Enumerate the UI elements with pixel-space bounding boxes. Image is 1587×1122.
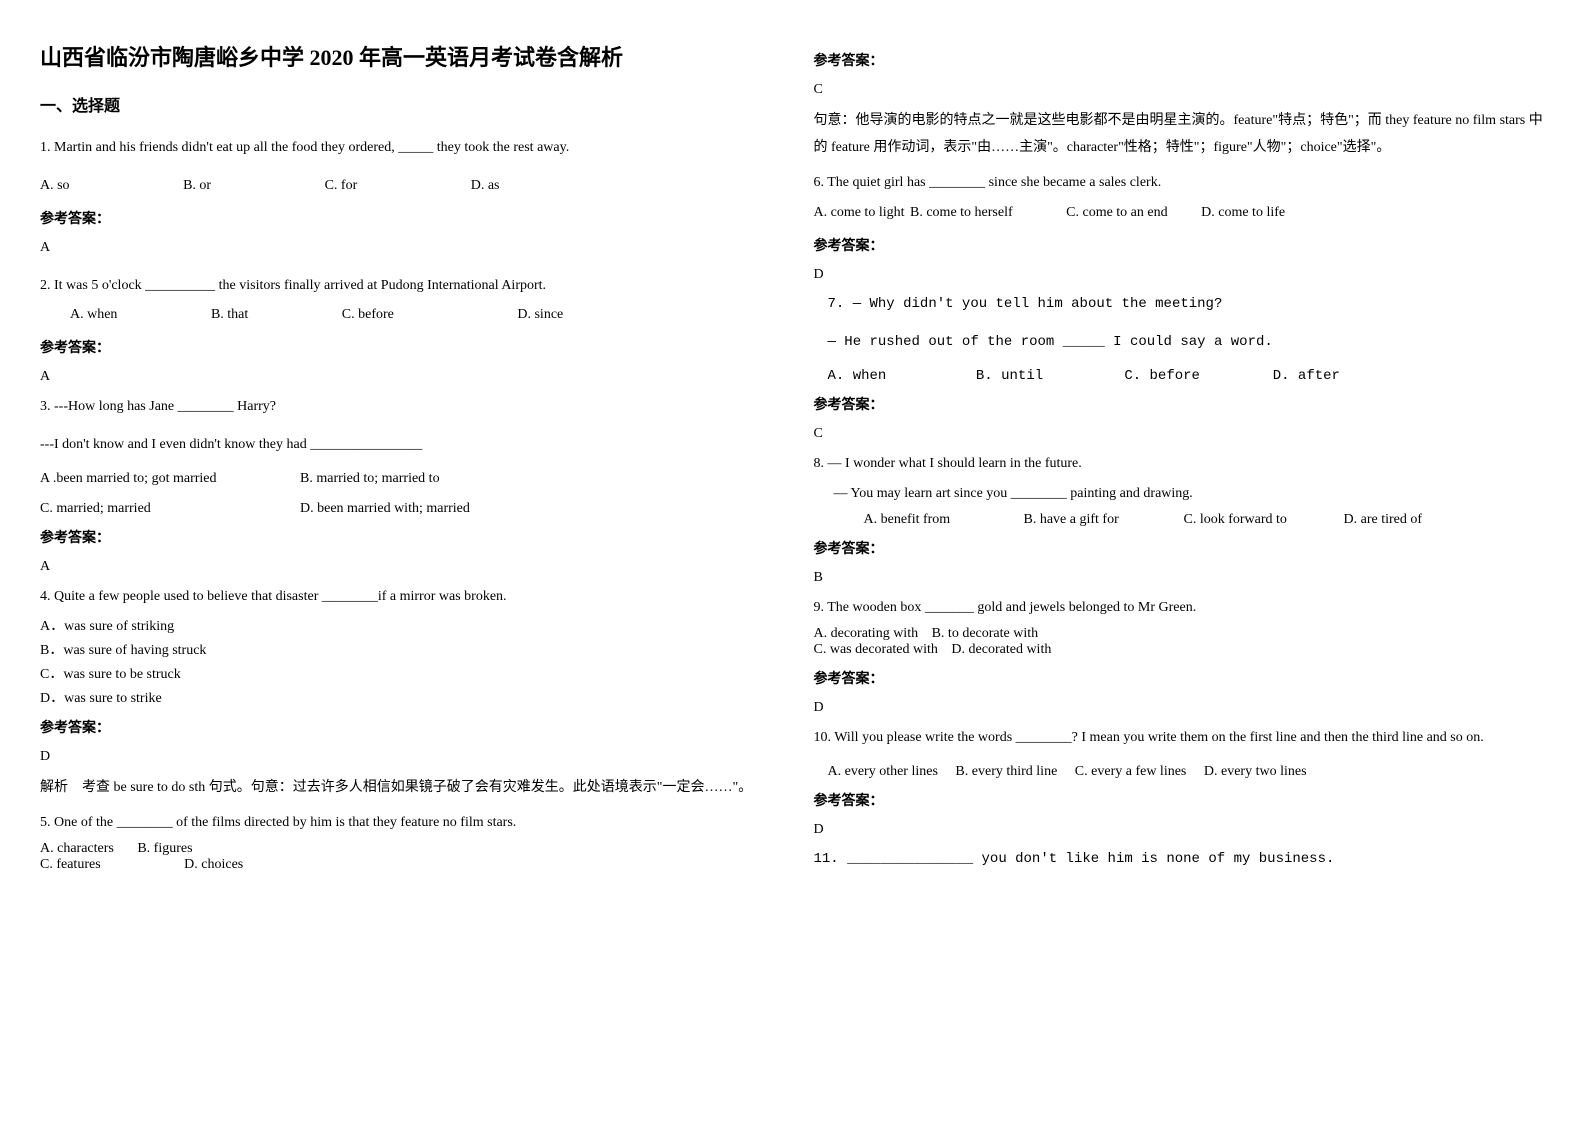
q7-text: 7. — Why didn't you tell him about the m… (828, 293, 1548, 317)
answer-label: 参考答案： (40, 717, 774, 737)
q5-optD: D. choices (184, 857, 243, 872)
q10-optD: D. every two lines (1204, 764, 1307, 779)
q6-optD: D. come to life (1201, 205, 1285, 220)
q6-optB: B. come to herself (910, 205, 1013, 220)
q10-optB: B. every third line (955, 764, 1057, 779)
q9-text: 9. The wooden box _______ gold and jewel… (814, 596, 1548, 620)
q3-answer: A (40, 559, 774, 575)
q6-optC: C. come to an end (1066, 205, 1167, 220)
q7-options: A. when B. until C. before D. after (828, 368, 1548, 384)
q1-optB: B. or (183, 174, 211, 198)
q4-optC: C．was sure to be struck (40, 663, 774, 683)
q7-optB: B. until (976, 368, 1116, 384)
q5-answer: C (814, 82, 1548, 98)
q10-options: A. every other lines B. every third line… (828, 764, 1548, 780)
q4-optA: A．was sure of striking (40, 615, 774, 635)
answer-label: 参考答案： (40, 208, 774, 228)
q5-options-row2: C. features D. choices (40, 857, 774, 873)
q5-explanation: 句意：他导演的电影的特点之一就是这些电影都不是由明星主演的。feature"特点… (814, 108, 1548, 161)
q8-answer: B (814, 570, 1548, 586)
q5-optB: B. figures (137, 841, 192, 856)
q1-answer: A (40, 240, 774, 256)
q8-text2: — You may learn art since you ________ p… (834, 482, 1548, 506)
q7-answer: C (814, 426, 1548, 442)
exam-title: 山西省临汾市陶唐峪乡中学 2020 年高一英语月考试卷含解析 (40, 40, 774, 72)
q10-optA: A. every other lines (828, 764, 938, 779)
q4-explanation: 解析 考查 be sure to do sth 句式。句意：过去许多人相信如果镜… (40, 775, 774, 802)
q9-options-row1: A. decorating with B. to decorate with (814, 626, 1548, 642)
q5-optA: A. characters (40, 841, 114, 856)
answer-label: 参考答案： (814, 235, 1548, 255)
q1-optC: C. for (325, 174, 358, 198)
q8-optC: C. look forward to (1184, 512, 1314, 528)
q4-answer: D (40, 749, 774, 765)
q3-optD: D. been married with; married (300, 501, 500, 517)
q2-optC: C. before (342, 307, 394, 322)
q1-optD: D. as (471, 174, 500, 198)
q3-optC: C. married; married (40, 501, 240, 517)
q8-text: 8. — I wonder what I should learn in the… (814, 452, 1548, 476)
q7-optA: A. when (828, 368, 968, 384)
q11-text: 11. _______________ you don't like him i… (814, 848, 1548, 872)
q4-text: 4. Quite a few people used to believe th… (40, 585, 774, 609)
q9-optC: C. was decorated with (814, 642, 938, 657)
q3-optA: A .been married to; got married (40, 471, 240, 487)
q9-optA: A. decorating with (814, 626, 919, 641)
q4-options: A．was sure of striking B．was sure of hav… (40, 615, 774, 707)
q5-text: 5. One of the ________ of the films dire… (40, 811, 774, 835)
q6-options: A. come to light B. come to herself C. c… (814, 201, 1548, 225)
answer-label: 参考答案： (40, 527, 774, 547)
right-column: 参考答案： C 句意：他导演的电影的特点之一就是这些电影都不是由明星主演的。fe… (814, 40, 1548, 877)
answer-label: 参考答案： (814, 790, 1548, 810)
q2-options: A. when B. that C. before D. since (40, 303, 774, 327)
q7-optC: C. before (1124, 368, 1264, 384)
q10-optC: C. every a few lines (1075, 764, 1187, 779)
q1-text: 1. Martin and his friends didn't eat up … (40, 136, 774, 160)
left-column: 山西省临汾市陶唐峪乡中学 2020 年高一英语月考试卷含解析 一、选择题 1. … (40, 40, 774, 877)
q3-optB: B. married to; married to (300, 471, 500, 487)
answer-label: 参考答案： (814, 668, 1548, 688)
q5-options-row1: A. characters B. figures (40, 841, 774, 857)
q2-optD: D. since (517, 307, 563, 322)
q3-text: 3. ---How long has Jane ________ Harry? (40, 395, 774, 419)
q8-options: A. benefit from B. have a gift for C. lo… (864, 512, 1548, 528)
q1-options: A. so B. or C. for D. as (40, 174, 774, 198)
q6-answer: D (814, 267, 1548, 283)
q2-optB: B. that (211, 307, 248, 322)
q9-options-row2: C. was decorated with D. decorated with (814, 642, 1548, 658)
q3-text2: ---I don't know and I even didn't know t… (40, 433, 774, 457)
q2-text: 2. It was 5 o'clock __________ the visit… (40, 274, 774, 298)
q6-text: 6. The quiet girl has ________ since she… (814, 171, 1548, 195)
q9-answer: D (814, 700, 1548, 716)
q10-answer: D (814, 822, 1548, 838)
q2-optA: A. when (70, 307, 117, 322)
q2-answer: A (40, 369, 774, 385)
q3-options-row1: A .been married to; got married B. marri… (40, 471, 774, 487)
section-heading: 一、选择题 (40, 92, 774, 116)
q8-optB: B. have a gift for (1024, 512, 1154, 528)
q9-optD: D. decorated with (951, 642, 1051, 657)
q3-options-row2: C. married; married D. been married with… (40, 501, 774, 517)
answer-label: 参考答案： (814, 50, 1548, 70)
q7-optD: D. after (1273, 368, 1340, 384)
q8-optA: A. benefit from (864, 512, 994, 528)
answer-label: 参考答案： (814, 538, 1548, 558)
q4-optB: B．was sure of having struck (40, 639, 774, 659)
q1-optA: A. so (40, 174, 70, 198)
q7-text2: — He rushed out of the room _____ I coul… (828, 331, 1548, 355)
q4-optD: D．was sure to strike (40, 687, 774, 707)
q8-optD: D. are tired of (1344, 512, 1474, 528)
q5-optC: C. features (40, 857, 101, 872)
answer-label: 参考答案： (814, 394, 1548, 414)
q9-optB: B. to decorate with (932, 626, 1039, 641)
answer-label: 参考答案： (40, 337, 774, 357)
q6-optA: A. come to light (814, 205, 905, 220)
q10-text: 10. Will you please write the words ____… (814, 726, 1548, 750)
